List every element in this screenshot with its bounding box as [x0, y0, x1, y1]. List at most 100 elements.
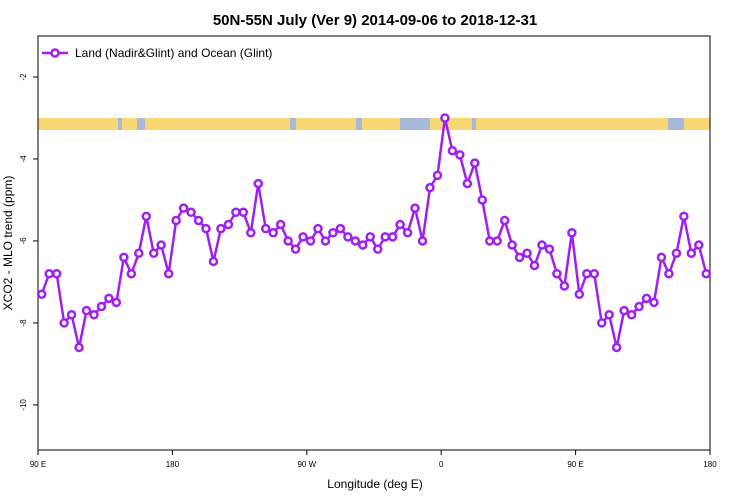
data-point — [522, 248, 532, 258]
data-point — [552, 268, 562, 279]
data-point — [343, 232, 353, 242]
data-point — [350, 236, 361, 246]
data-point — [298, 232, 308, 242]
data-point — [425, 182, 435, 193]
data-point — [178, 203, 189, 213]
data-point — [694, 240, 704, 250]
data-point — [208, 256, 219, 267]
land-band — [38, 118, 118, 130]
data-point — [455, 150, 465, 160]
data-point — [156, 240, 166, 250]
x-tick-label: 180 — [166, 460, 180, 469]
data-point — [186, 207, 196, 218]
data-point — [216, 223, 226, 234]
data-point — [649, 297, 659, 308]
data-point — [664, 268, 674, 279]
data-point — [81, 305, 92, 316]
data-point — [104, 293, 114, 304]
data-point — [96, 301, 107, 312]
data-point — [387, 232, 398, 242]
data-point — [231, 207, 241, 218]
data-point — [201, 223, 211, 234]
data-point — [499, 215, 510, 226]
data-point — [395, 219, 405, 230]
data-point — [365, 232, 376, 242]
data-point — [604, 309, 614, 320]
data-point — [268, 228, 278, 238]
data-point — [305, 236, 316, 246]
land-band — [122, 118, 137, 130]
data-point — [679, 211, 689, 222]
data-point — [328, 228, 338, 238]
data-point — [51, 268, 62, 279]
data-point — [402, 228, 413, 238]
y-tick-label: -2 — [19, 73, 28, 81]
data-point — [611, 342, 622, 353]
data-point — [626, 309, 637, 320]
data-point — [163, 268, 174, 279]
data-point — [462, 178, 473, 189]
land-band — [430, 118, 472, 130]
data-point — [410, 203, 420, 213]
x-tick-label: 90 E — [567, 460, 583, 469]
land-ocean-strip — [38, 118, 710, 130]
x-tick-label: 180 — [703, 460, 717, 469]
data-point — [641, 293, 652, 304]
data-point — [484, 236, 495, 246]
series-line — [40, 117, 708, 348]
data-point — [567, 228, 577, 238]
y-tick-label: -6 — [19, 237, 28, 245]
data-point — [529, 260, 540, 271]
data-point — [320, 236, 331, 246]
legend-label: Land (Nadir&Glint) and Ocean (Glint) — [75, 46, 272, 60]
data-point — [111, 297, 122, 308]
y-axis-label: XCO2 - MLO trend (ppm) — [1, 176, 15, 311]
x-axis-label: Longitude (deg E) — [327, 477, 422, 491]
data-point — [701, 268, 712, 279]
data-point — [223, 219, 234, 230]
data-point — [432, 170, 443, 181]
data-point — [589, 268, 600, 279]
data-point — [544, 244, 555, 254]
data-point — [492, 236, 502, 246]
data-point — [260, 223, 271, 234]
data-point — [290, 244, 301, 254]
data-point — [74, 342, 84, 353]
plot-frame — [37, 35, 711, 451]
data-point — [671, 248, 682, 258]
data-point — [537, 240, 547, 250]
data-point — [238, 207, 249, 218]
land-band — [145, 118, 290, 130]
x-tick-label: 90 W — [297, 460, 316, 469]
data-point — [417, 236, 428, 246]
data-point — [582, 268, 592, 279]
data-point — [380, 232, 390, 242]
data-point — [59, 318, 69, 328]
land-band — [362, 118, 400, 130]
data-point — [171, 215, 181, 226]
data-point — [634, 301, 644, 312]
data-point — [470, 158, 480, 168]
data-point — [44, 268, 54, 279]
y-tick-label: -8 — [19, 319, 28, 327]
data-point — [514, 252, 525, 263]
data-point — [253, 178, 264, 189]
data-point — [126, 268, 137, 279]
x-tick-label: 90 E — [30, 460, 46, 469]
chart-title: 50N-55N July (Ver 9) 2014-09-06 to 2018-… — [213, 12, 537, 29]
data-point — [141, 211, 152, 222]
y-tick-label: -4 — [19, 155, 28, 163]
data-point — [36, 289, 47, 299]
data-point — [559, 281, 570, 291]
land-band — [684, 118, 710, 130]
x-tick-label: 0 — [439, 460, 444, 469]
data-point — [447, 146, 458, 156]
legend-marker — [50, 48, 60, 58]
data-point — [275, 219, 286, 230]
data-point — [193, 215, 204, 226]
data-point — [89, 309, 99, 320]
data-point — [477, 195, 488, 205]
data-point — [148, 248, 159, 258]
data-point — [440, 113, 450, 123]
data-point — [619, 305, 629, 316]
